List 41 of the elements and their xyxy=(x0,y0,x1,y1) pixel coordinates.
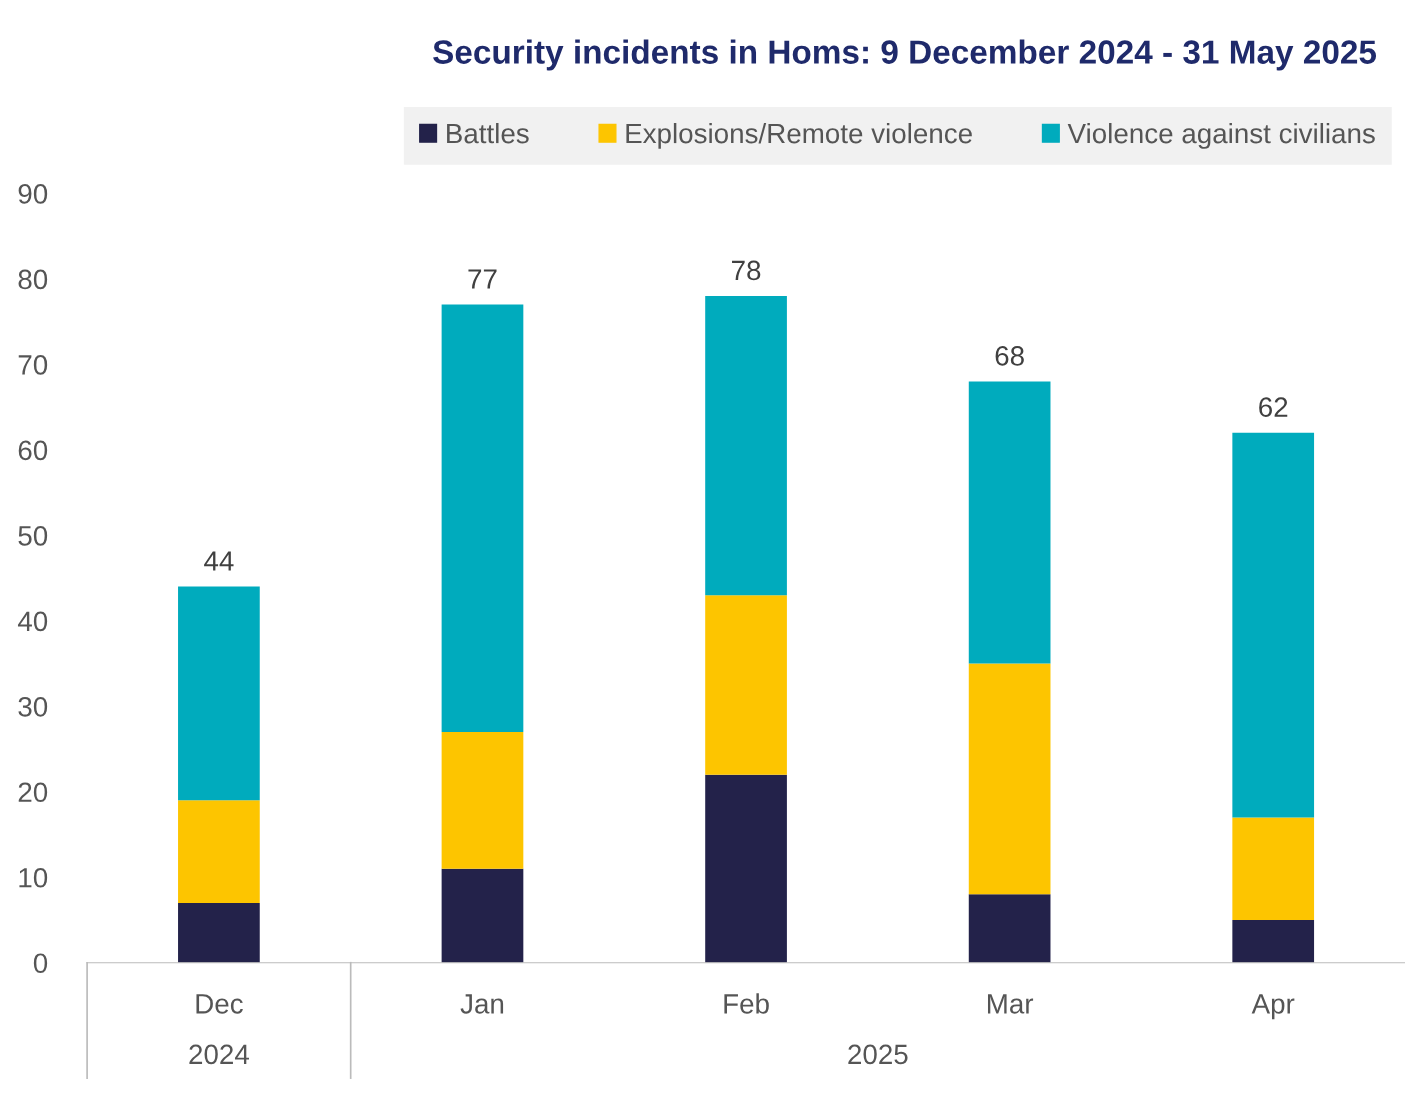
bar xyxy=(178,902,260,963)
bar xyxy=(1232,432,1315,818)
bar xyxy=(1232,919,1315,963)
total-label: 44 xyxy=(204,551,234,571)
text: 2025 xyxy=(848,1044,908,1065)
y-tick-label: 70 xyxy=(18,355,48,375)
bar xyxy=(705,296,787,596)
y-tick-label: 40 xyxy=(17,611,48,632)
bar xyxy=(968,894,1051,963)
y-tick-label: 20 xyxy=(18,782,48,803)
y-tick-label: 0 xyxy=(33,953,48,974)
bar xyxy=(1232,817,1315,920)
y-tick-label: 50 xyxy=(18,526,48,546)
bar xyxy=(178,586,260,801)
bar xyxy=(705,595,787,775)
total-label: 68 xyxy=(995,346,1024,366)
text: 2024 xyxy=(189,1044,249,1065)
x-tick-label: Apr xyxy=(1251,994,1295,1020)
bar xyxy=(441,304,524,732)
y-tick-label: 30 xyxy=(18,696,48,717)
y-tick-label: 90 xyxy=(18,184,48,204)
y-tick-label: 80 xyxy=(18,269,48,290)
x-tick-label: Mar xyxy=(987,994,1034,1014)
legend-label: Battles xyxy=(447,122,529,144)
bar xyxy=(441,868,524,963)
bar xyxy=(968,663,1051,895)
total-label: 77 xyxy=(468,269,497,289)
y-tick-label: 60 xyxy=(18,440,48,461)
legend-label: Explosions/Remote violence xyxy=(626,122,972,149)
legend-label: Violence against civilians xyxy=(1067,122,1375,149)
y-tick-label: 10 xyxy=(19,867,48,888)
total-label: 78 xyxy=(732,260,761,281)
bar xyxy=(705,774,787,963)
x-tick-label: Jan xyxy=(460,994,504,1014)
x-tick-label: Dec xyxy=(196,994,243,1014)
bar xyxy=(178,800,260,903)
total-label: 62 xyxy=(1259,397,1288,418)
bar xyxy=(968,381,1051,664)
chart-title: Security incidents in Homs: 9 December 2024 - 31 May 2025 xyxy=(433,39,1377,71)
bar xyxy=(441,731,524,869)
x-tick-label: Feb xyxy=(724,993,769,1014)
